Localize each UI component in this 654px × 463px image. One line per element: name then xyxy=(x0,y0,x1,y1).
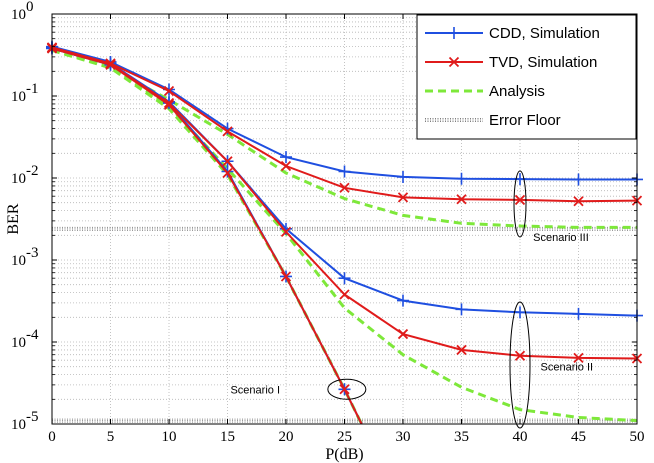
data-point-marker xyxy=(280,151,292,164)
data-point-marker xyxy=(456,344,467,356)
data-point-marker xyxy=(280,226,292,238)
x-tick-label: 20 xyxy=(279,429,294,445)
scenario-ii-label: Scenario II xyxy=(541,362,594,374)
data-point-marker xyxy=(105,58,116,69)
legend-item: Error Floor xyxy=(425,112,561,129)
series-line xyxy=(51,47,638,423)
data-point-marker xyxy=(280,271,292,282)
y-axis-title: BER xyxy=(5,203,22,234)
data-point-marker xyxy=(514,306,526,319)
scenario-ii-ellipse xyxy=(509,301,531,429)
data-point-marker xyxy=(222,167,233,179)
data-point-marker xyxy=(338,272,351,285)
data-point-marker xyxy=(397,192,409,203)
data-point-marker xyxy=(338,165,351,178)
data-point-marker xyxy=(514,350,526,361)
data-point-marker xyxy=(455,303,468,316)
y-tick-label: 10 xyxy=(11,89,26,105)
y-tick-exponent: -3 xyxy=(26,245,39,261)
legend-label: CDD, Simulation xyxy=(489,25,600,42)
series-layer xyxy=(46,40,643,425)
y-tick-label: 10 xyxy=(11,7,26,23)
x-tick-label: 5 xyxy=(107,429,115,445)
x-tick-label: 10 xyxy=(162,429,177,445)
series-tvd-scenario-iii xyxy=(46,42,643,207)
x-axis-title: P(dB) xyxy=(325,446,363,463)
scenario-iii-ellipse xyxy=(513,170,527,238)
y-tick-exponent: 0 xyxy=(26,0,34,15)
data-point-marker xyxy=(514,194,526,206)
y-tick-exponent: -1 xyxy=(26,81,39,97)
y-tick-label: 10 xyxy=(11,417,26,433)
y-tick-exponent: -2 xyxy=(26,163,39,179)
legend-item: Analysis xyxy=(425,83,545,100)
ellipse-layer xyxy=(327,170,531,429)
data-point-marker xyxy=(455,172,468,185)
scenario-iii-label: Scenario III xyxy=(533,232,589,244)
grid-lines xyxy=(52,14,637,424)
data-point-marker xyxy=(339,289,350,300)
data-point-marker xyxy=(572,173,585,186)
x-tick-label: 40 xyxy=(513,429,528,445)
data-point-marker xyxy=(163,97,175,109)
y-tick-label: 10 xyxy=(11,335,26,351)
data-point-marker xyxy=(339,182,350,193)
data-point-marker xyxy=(397,170,409,183)
x-tick-label: 45 xyxy=(571,429,586,445)
data-point-marker xyxy=(163,85,175,97)
y-tick-exponent: -5 xyxy=(26,409,39,425)
legend-marker xyxy=(448,27,460,39)
legend-label: Error Floor xyxy=(489,112,561,129)
data-point-marker xyxy=(280,160,292,172)
data-point-marker xyxy=(397,328,409,340)
data-point-marker xyxy=(397,294,409,307)
legend-item: CDD, Simulation xyxy=(425,25,600,42)
data-point-marker xyxy=(222,156,233,167)
legend-label: Analysis xyxy=(489,83,545,100)
data-point-marker xyxy=(222,126,233,137)
y-tick-label: 10 xyxy=(11,253,26,269)
legend-marker xyxy=(448,56,460,68)
data-point-marker xyxy=(572,307,585,320)
series-analysis-scenario-ii xyxy=(51,47,638,423)
legend-item: TVD, Simulation xyxy=(425,54,597,71)
annotation-layer: Scenario I Scenario II Scenario III xyxy=(230,232,593,396)
data-point-marker xyxy=(573,196,584,207)
x-tick-label: 25 xyxy=(337,429,352,445)
x-tick-label: 35 xyxy=(454,429,469,445)
data-point-marker xyxy=(456,194,467,205)
series-cdd-scenario-iii xyxy=(46,40,643,186)
data-point-marker xyxy=(339,384,350,395)
x-tick-label: 0 xyxy=(48,429,56,445)
legend: CDD, Simulation TVD, Simulation Analysis Er… xyxy=(416,14,637,140)
x-tick-label: 15 xyxy=(220,429,235,445)
data-point-marker xyxy=(573,352,584,364)
x-tick-label: 30 xyxy=(396,429,411,445)
x-tick-label: 50 xyxy=(630,429,645,445)
y-tick-label: 10 xyxy=(11,171,26,187)
y-tick-exponent: -4 xyxy=(26,327,39,343)
legend-label: TVD, Simulation xyxy=(489,54,597,71)
scenario-i-ellipse xyxy=(327,378,367,400)
scenario-i-label: Scenario I xyxy=(230,384,280,396)
